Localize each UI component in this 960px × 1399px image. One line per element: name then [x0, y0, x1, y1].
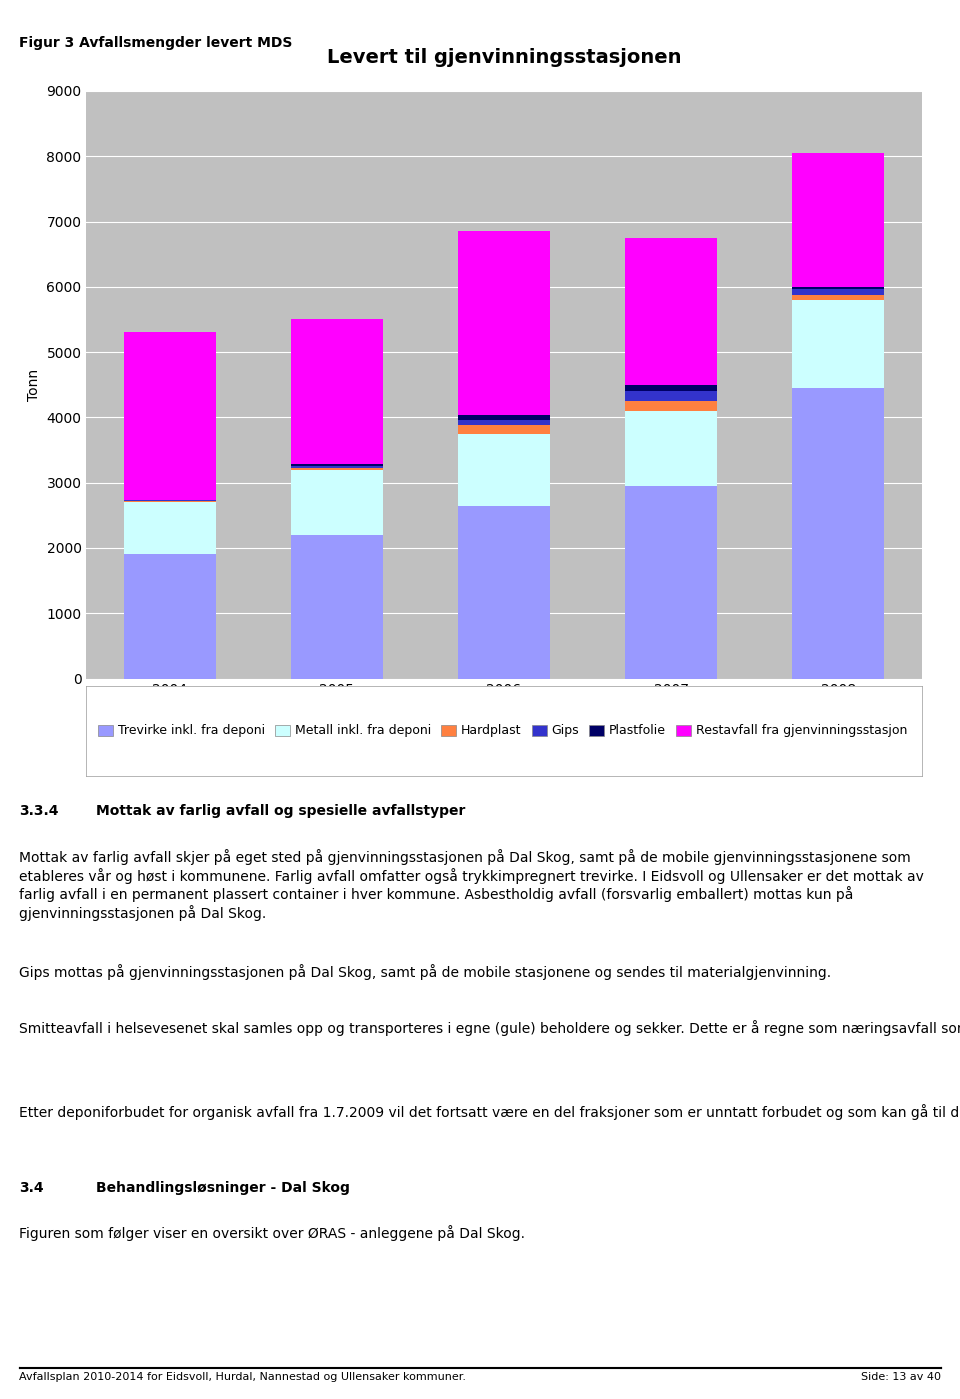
Bar	[291, 470, 383, 534]
Bar	[625, 485, 717, 679]
Bar	[792, 295, 884, 299]
Text: Mottak av farlig avfall og spesielle avfallstyper: Mottak av farlig avfall og spesielle avf…	[96, 804, 466, 818]
Bar	[458, 231, 550, 416]
Bar	[124, 333, 216, 499]
Bar	[291, 464, 383, 466]
Bar	[792, 287, 884, 290]
Bar	[625, 411, 717, 485]
Bar	[792, 290, 884, 295]
Bar	[458, 416, 550, 420]
Bar	[291, 319, 383, 464]
Bar	[625, 392, 717, 402]
Y-axis label: Tonn: Tonn	[27, 369, 41, 400]
Bar	[458, 425, 550, 434]
Text: Gips mottas på gjenvinningsstasjonen på Dal Skog, samt på de mobile stasjonene o: Gips mottas på gjenvinningsstasjonen på …	[19, 964, 831, 979]
Bar	[458, 505, 550, 679]
Bar	[792, 299, 884, 388]
Text: Smitteavfall i helsevesenet skal samles opp og transporteres i egne (gule) behol: Smitteavfall i helsevesenet skal samles …	[19, 1020, 960, 1035]
Bar	[625, 402, 717, 411]
Bar	[458, 434, 550, 505]
Bar	[291, 467, 383, 470]
Text: 3.4: 3.4	[19, 1181, 44, 1195]
Bar	[625, 238, 717, 385]
Text: Figuren som følger viser en oversikt over ØRAS - anleggene på Dal Skog.: Figuren som følger viser en oversikt ove…	[19, 1226, 525, 1241]
Bar	[792, 388, 884, 679]
Text: 3.3.4: 3.3.4	[19, 804, 59, 818]
Bar	[625, 385, 717, 392]
Text: Etter deponiforbudet for organisk avfall fra 1.7.2009 vil det fortsatt være en d: Etter deponiforbudet for organisk avfall…	[19, 1104, 960, 1119]
Bar	[124, 502, 216, 554]
Bar	[458, 420, 550, 425]
Title: Levert til gjenvinningsstasjonen: Levert til gjenvinningsstasjonen	[326, 48, 682, 67]
Text: Behandlingsløsninger - Dal Skog: Behandlingsløsninger - Dal Skog	[96, 1181, 349, 1195]
Bar	[792, 152, 884, 287]
Bar	[291, 534, 383, 679]
Text: Figur 3 Avfallsmengder levert MDS: Figur 3 Avfallsmengder levert MDS	[19, 36, 293, 50]
Text: Side: 13 av 40: Side: 13 av 40	[861, 1372, 941, 1382]
Text: Mottak av farlig avfall skjer på eget sted på gjenvinningsstasjonen på Dal Skog,: Mottak av farlig avfall skjer på eget st…	[19, 849, 924, 921]
Legend: Trevirke inkl. fra deponi, Metall inkl. fra deponi, Hardplast, Gips, Plastfolie,: Trevirke inkl. fra deponi, Metall inkl. …	[93, 719, 913, 743]
Text: Avfallsplan 2010-2014 for Eidsvoll, Hurdal, Nannestad og Ullensaker kommuner.: Avfallsplan 2010-2014 for Eidsvoll, Hurd…	[19, 1372, 467, 1382]
Bar	[124, 554, 216, 679]
